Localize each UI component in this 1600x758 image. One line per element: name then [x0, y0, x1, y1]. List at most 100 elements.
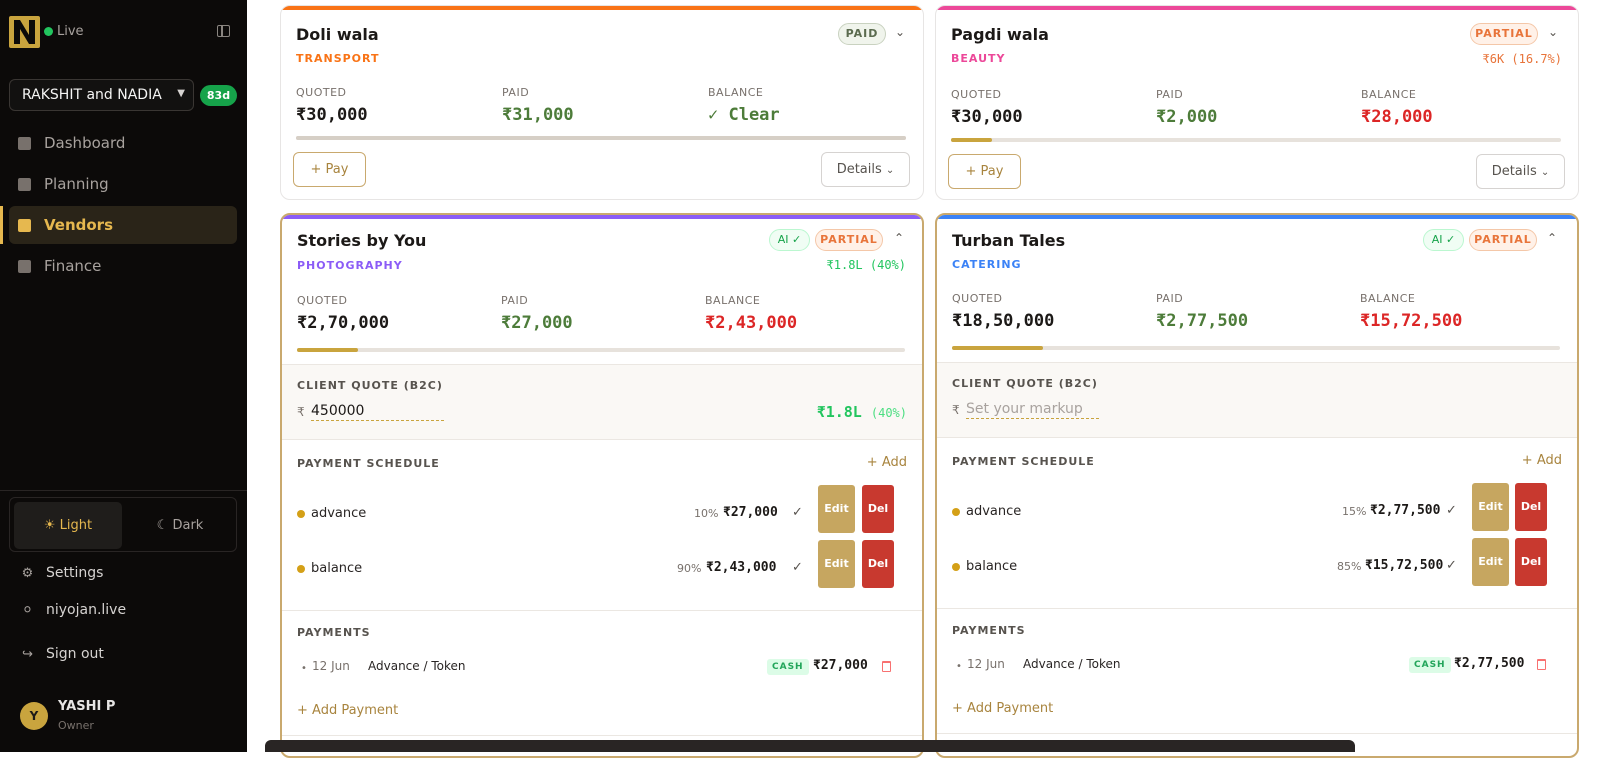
add-payment-button[interactable]: + Add Payment: [297, 703, 399, 718]
payment-progress: [952, 346, 1560, 350]
client-quote-margin: ₹1.8L (40%): [817, 403, 907, 421]
user-name: YASHI P: [58, 699, 116, 714]
add-schedule-button[interactable]: + Add: [866, 455, 907, 470]
category-color-bar: [936, 6, 1578, 10]
section-divider: [937, 608, 1577, 609]
sign-out-icon: ↪: [22, 646, 33, 662]
client-quote-input[interactable]: [966, 399, 1099, 419]
sidebar-item-planning[interactable]: Planning: [9, 165, 237, 203]
schedule-item-amount: ₹15,72,500: [1365, 558, 1444, 573]
check-icon[interactable]: ✓: [1446, 558, 1457, 573]
section-divider: [937, 362, 1577, 363]
sidebar-item-dashboard[interactable]: Dashboard: [9, 124, 237, 162]
sidebar-collapse-icon[interactable]: [217, 25, 230, 37]
theme-dark-button[interactable]: ☾ Dark: [126, 502, 234, 549]
website-link[interactable]: ⚪ niyojan.live: [20, 602, 126, 618]
vendor-name: Pagdi wala: [951, 25, 1049, 44]
paid-label: PAID: [501, 294, 529, 307]
quoted-label: QUOTED: [296, 86, 347, 99]
payment-progress: [297, 348, 905, 352]
section-divider: [937, 733, 1577, 734]
vendor-name: Doli wala: [296, 25, 379, 44]
trash-icon[interactable]: [882, 661, 891, 672]
schedule-item-name: advance: [311, 506, 367, 521]
schedule-item-amount: ₹2,77,500: [1370, 503, 1441, 518]
chevron-up-icon[interactable]: ⌃: [1547, 231, 1558, 245]
sign-out-link[interactable]: ↪ Sign out: [20, 646, 104, 662]
margin-value: ₹1.8L (40%): [826, 258, 906, 272]
delete-button[interactable]: Del: [1515, 483, 1547, 531]
quoted-value: ₹30,000: [296, 105, 368, 125]
balance-value: ₹15,72,500: [1360, 311, 1463, 331]
chevron-up-icon[interactable]: ⌃: [894, 231, 905, 245]
theme-light-button[interactable]: ☀ Light: [14, 502, 122, 549]
payment-progress-fill: [951, 138, 992, 142]
team-select-value: RAKSHIT and NADIA: [22, 87, 162, 103]
edit-button[interactable]: Edit: [1472, 538, 1509, 586]
delete-button[interactable]: Del: [862, 485, 894, 533]
chevron-down-icon[interactable]: ⌄: [1548, 25, 1559, 39]
schedule-item-name: balance: [966, 559, 1018, 574]
chevron-down-icon[interactable]: ⌄: [895, 25, 906, 39]
days-left-badge: 83d: [200, 85, 237, 106]
sidebar-item-vendors[interactable]: Vendors: [0, 206, 237, 244]
team-select[interactable]: RAKSHIT and NADIA ▼: [9, 79, 194, 111]
balance-label: BALANCE: [705, 294, 761, 307]
vendor-category: TRANSPORT: [296, 52, 380, 65]
payment-amount: ₹27,000: [813, 658, 868, 673]
check-icon[interactable]: ✓: [792, 505, 803, 520]
pay-button[interactable]: + Pay: [293, 152, 366, 187]
app-logo[interactable]: [9, 16, 40, 48]
payment-method-badge: CASH: [767, 659, 809, 675]
client-quote-input[interactable]: [311, 401, 444, 421]
category-color-bar: [937, 215, 1577, 219]
pay-button[interactable]: + Pay: [948, 154, 1021, 189]
section-divider: [282, 439, 922, 440]
client-quote-section: CLIENT QUOTE (B2C) ₹: [937, 363, 1577, 437]
quoted-label: QUOTED: [951, 88, 1002, 101]
balance-value: ₹28,000: [1361, 107, 1433, 127]
gear-icon: ⚙: [21, 565, 34, 581]
check-icon[interactable]: ✓: [792, 560, 803, 575]
schedule-item-name: balance: [311, 561, 363, 576]
delete-button[interactable]: Del: [862, 540, 894, 588]
vendor-name: Turban Tales: [952, 231, 1066, 250]
bottom-toolbar: [265, 740, 1355, 752]
edit-button[interactable]: Edit: [818, 485, 855, 533]
trash-icon[interactable]: [1537, 659, 1546, 670]
chevron-down-icon: ▼: [177, 88, 185, 99]
quoted-value: ₹2,70,000: [297, 313, 390, 333]
calendar-icon: [18, 177, 31, 191]
schedule-item-pct: 10%: [694, 507, 719, 520]
status-badge: PARTIAL: [1469, 229, 1537, 251]
margin-value: ₹6K (16.7%): [1482, 52, 1562, 66]
add-schedule-button[interactable]: + Add: [1521, 453, 1562, 468]
rupee-icon: ₹: [952, 403, 960, 417]
paid-value: ₹2,000: [1156, 107, 1218, 127]
vendor-card-expanded: Stories by You PHOTOGRAPHY AI ✓ PARTIAL …: [280, 213, 924, 758]
sign-out-label: Sign out: [46, 646, 104, 662]
vendor-card: Doli wala TRANSPORT PAID ⌄ QUOTED ₹30,00…: [280, 5, 924, 200]
payment-schedule-label: PAYMENT SCHEDULE: [297, 457, 440, 470]
quoted-value: ₹18,50,000: [952, 311, 1055, 331]
vendor-category: CATERING: [952, 258, 1022, 271]
section-divider: [282, 364, 922, 365]
add-payment-button[interactable]: + Add Payment: [952, 701, 1054, 716]
payment-bullet: •: [301, 663, 307, 674]
edit-button[interactable]: Edit: [1472, 483, 1509, 531]
sidebar-divider: [0, 490, 247, 491]
payment-progress: [296, 136, 906, 140]
delete-button[interactable]: Del: [1515, 538, 1547, 586]
schedule-status-dot: [297, 510, 305, 518]
sidebar-item-label: Dashboard: [44, 134, 126, 152]
rupee-icon: ₹: [297, 405, 305, 419]
details-button[interactable]: Details ⌄: [821, 152, 910, 187]
edit-button[interactable]: Edit: [818, 540, 855, 588]
sidebar-item-finance[interactable]: Finance: [9, 247, 237, 285]
settings-link[interactable]: ⚙ Settings: [20, 565, 104, 581]
check-icon[interactable]: ✓: [1446, 503, 1457, 518]
payment-progress-fill: [952, 346, 1044, 350]
avatar[interactable]: Y: [20, 702, 48, 730]
details-button[interactable]: Details ⌄: [1476, 154, 1565, 189]
payment-description: Advance / Token: [368, 659, 466, 673]
